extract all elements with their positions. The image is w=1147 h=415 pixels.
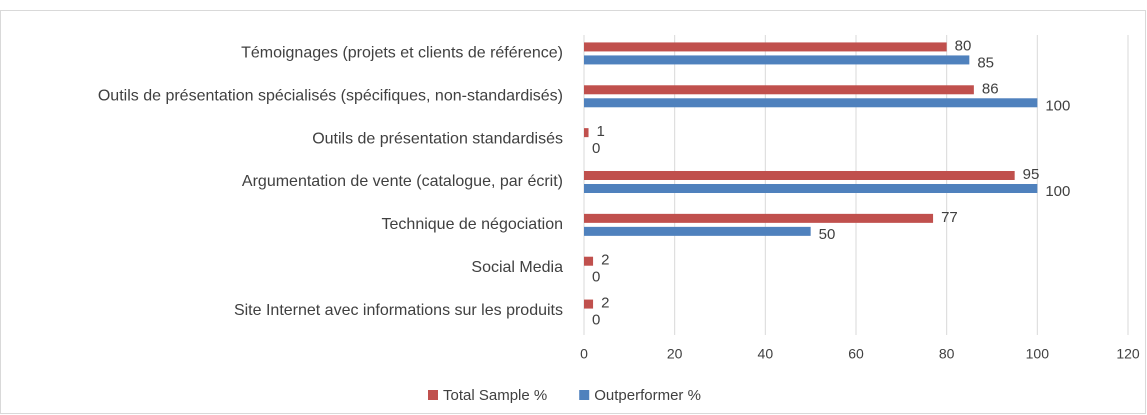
- data-label: 0: [592, 312, 600, 329]
- data-label: 100: [1045, 97, 1070, 114]
- bar: [584, 98, 1038, 108]
- data-label: 80: [955, 37, 972, 54]
- y-tick-label: Outils de présentation spécialisés (spéc…: [98, 88, 563, 105]
- x-tick-label: 40: [758, 346, 774, 362]
- bar: [584, 85, 974, 95]
- y-tick-label: Outils de présentation standardisés: [312, 130, 563, 147]
- bar: [584, 171, 1015, 180]
- bar: [584, 213, 934, 223]
- y-tick-label: Social Media: [471, 259, 563, 276]
- x-tick-label: 120: [1116, 346, 1140, 362]
- data-label: 86: [982, 80, 999, 97]
- legend-swatch: [428, 390, 438, 400]
- bar: [584, 184, 1038, 193]
- data-label: 0: [592, 269, 600, 286]
- bar: [584, 42, 947, 52]
- data-label: 50: [819, 226, 836, 243]
- data-label: 1: [597, 123, 605, 140]
- legend-label: Outperformer %: [594, 387, 701, 404]
- data-label: 95: [1023, 166, 1040, 183]
- y-tick-label: Témoignages (projets et clients de référ…: [241, 45, 563, 62]
- bar: [584, 226, 811, 236]
- bar: [584, 55, 970, 65]
- chart-frame: [0, 10, 1146, 414]
- data-label: 100: [1045, 183, 1070, 200]
- bar: [584, 128, 589, 138]
- bar: [584, 256, 594, 266]
- data-label: 2: [601, 295, 609, 312]
- x-tick-label: 60: [848, 346, 864, 362]
- x-tick-label: 0: [580, 346, 588, 362]
- legend-swatch: [579, 390, 590, 400]
- x-tick-label: 20: [667, 346, 683, 362]
- y-tick-label: Site Internet avec informations sur les …: [234, 302, 563, 319]
- x-tick-label: 80: [939, 346, 955, 362]
- y-tick-label: Argumentation de vente (catalogue, par é…: [242, 173, 563, 190]
- data-label: 77: [941, 209, 958, 226]
- x-tick-label: 100: [1026, 346, 1050, 362]
- bar: [584, 299, 594, 309]
- data-label: 0: [592, 140, 600, 157]
- legend-label: Total Sample %: [443, 387, 547, 404]
- data-label: 85: [977, 54, 994, 71]
- data-label: 2: [601, 252, 609, 269]
- y-tick-label: Technique de négociation: [382, 216, 563, 233]
